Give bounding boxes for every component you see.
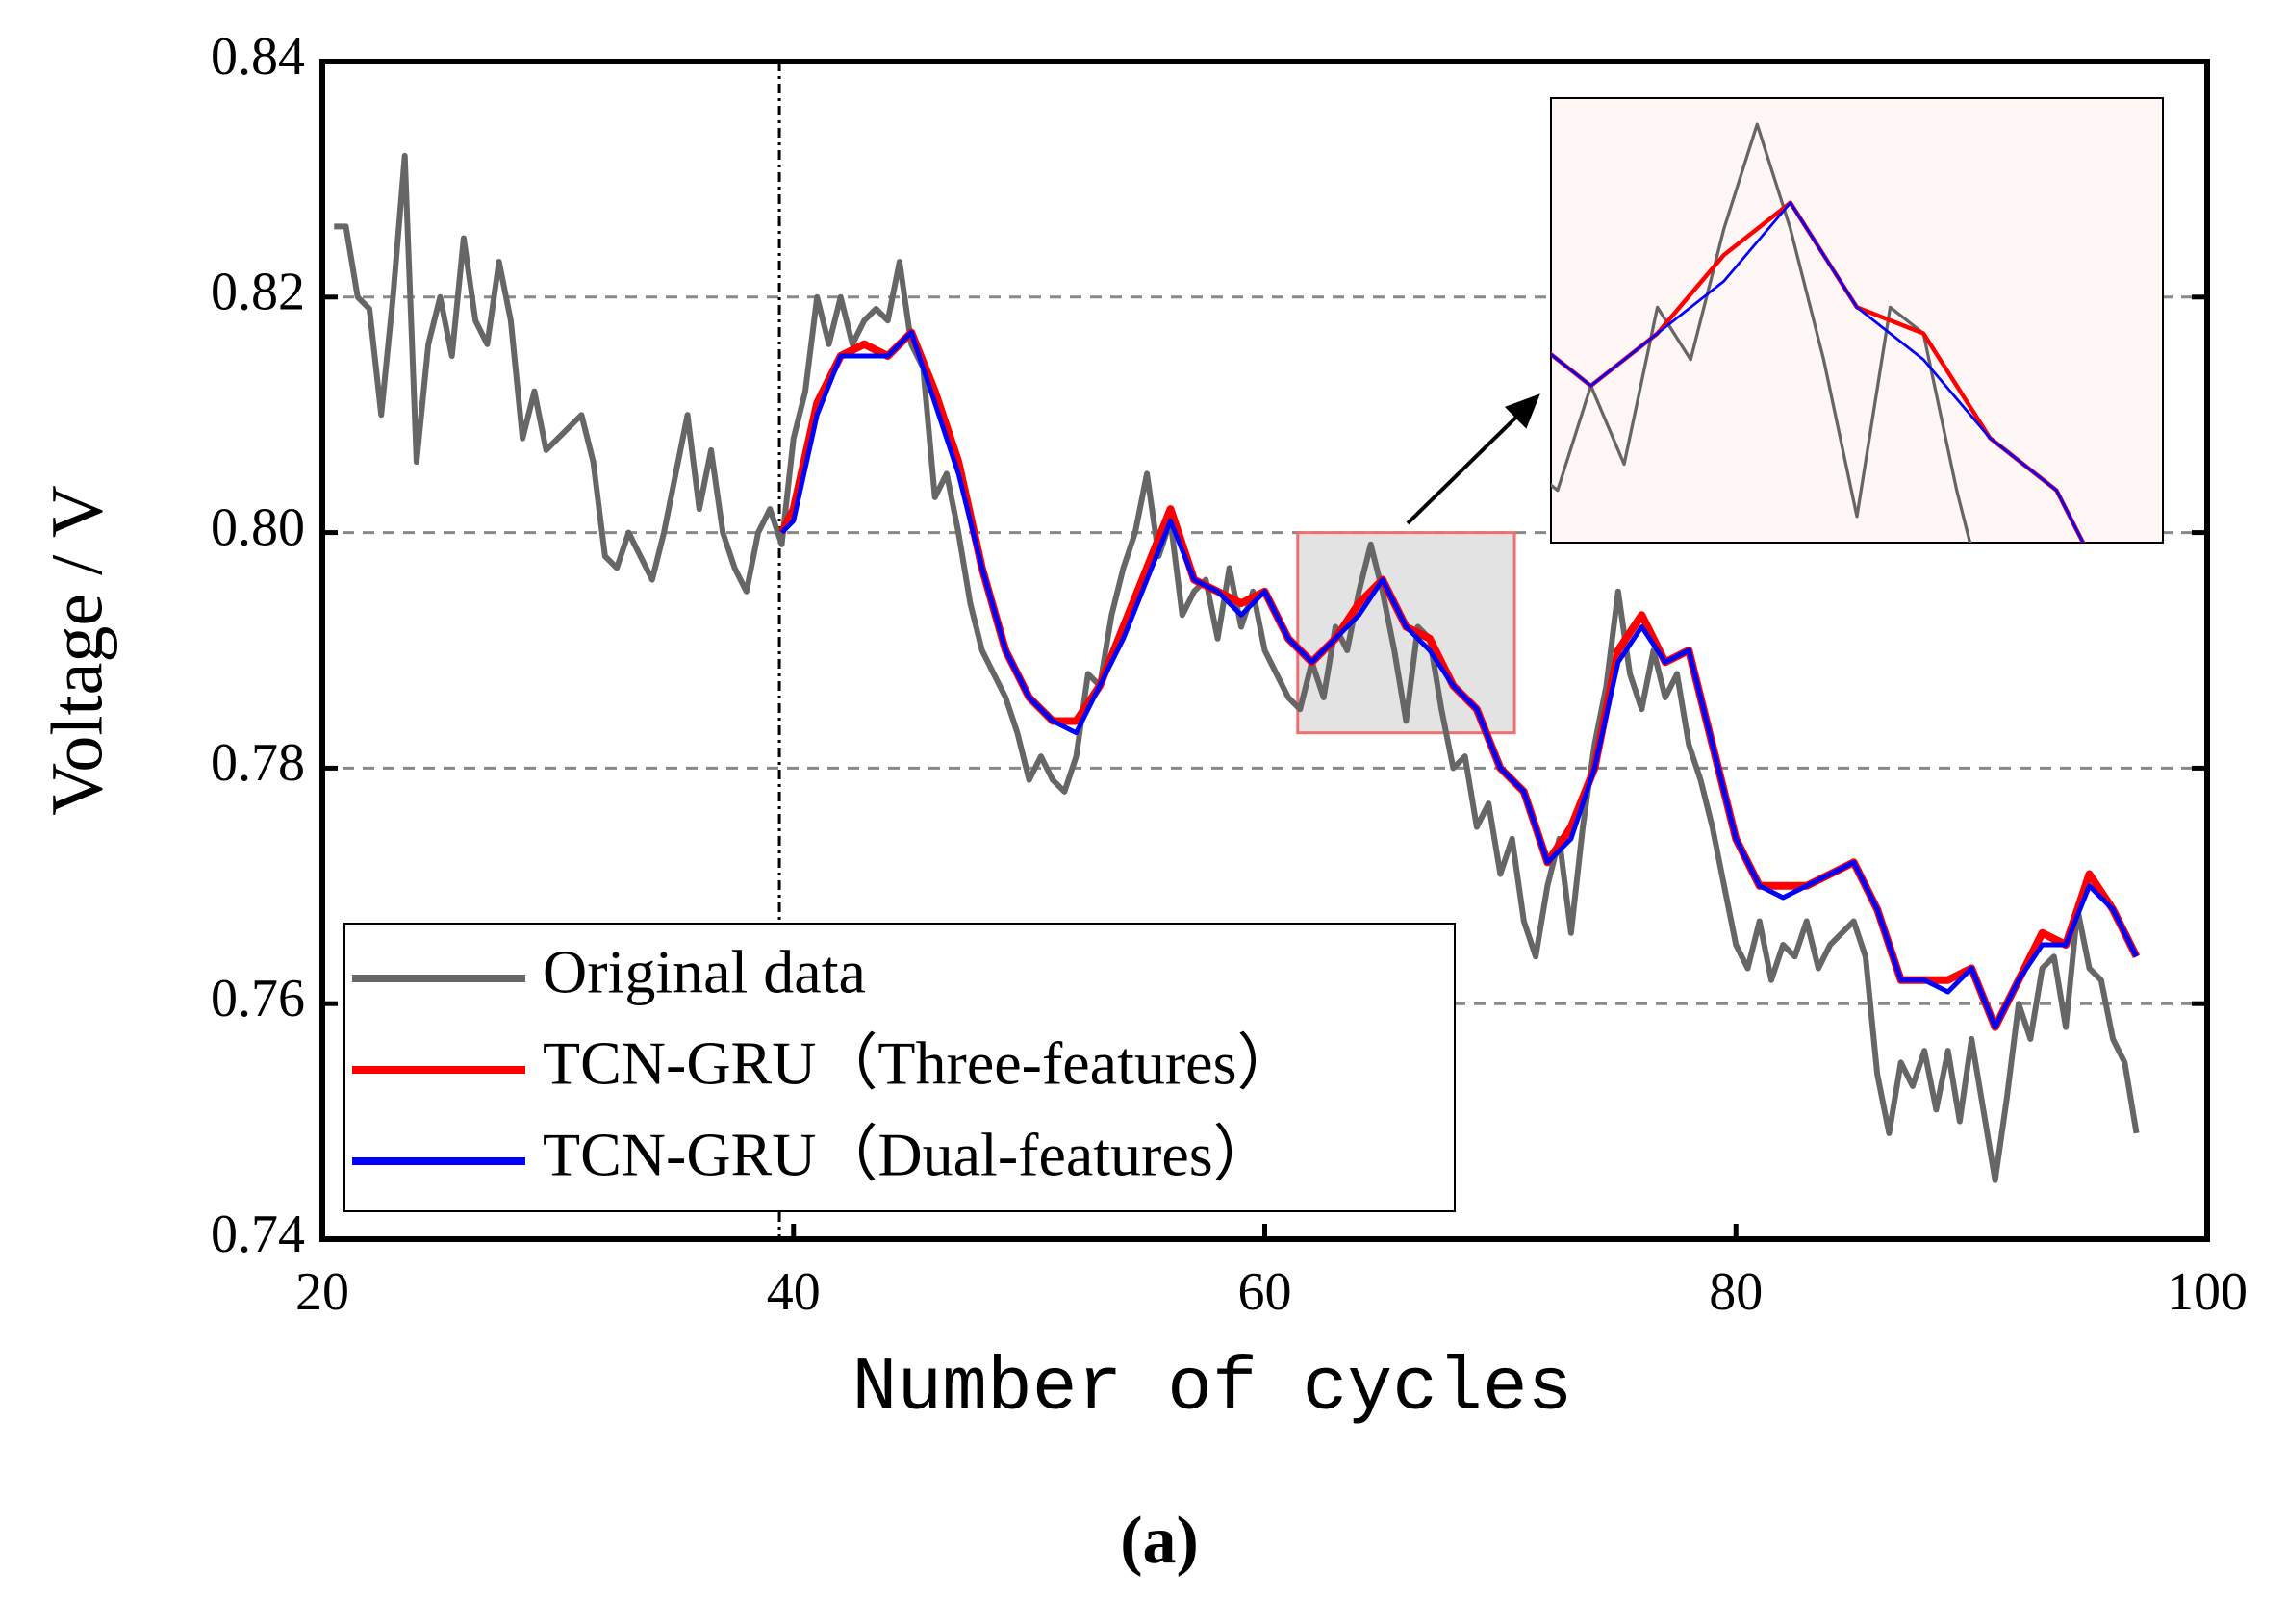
legend-label: TCN-GRU（Dual-features） [543,1121,1275,1189]
y-tick-label: 0.82 [211,263,305,322]
y-tick-label: 0.78 [211,733,305,793]
y-tick-label: 0.80 [211,497,305,557]
y-tick-label: 0.76 [211,969,305,1028]
x-axis-label: Number of cycles [852,1347,1573,1432]
caption: (a) [1120,1504,1199,1578]
legend: Original data TCN-GRU（Three-features） TCN-… [343,923,1456,1212]
legend-label: TCN-GRU（Three-features） [543,1029,1299,1098]
zoom-arrow [1406,393,1540,525]
y-tick-label: 0.74 [211,1205,305,1264]
legend-label: Original data [543,938,866,1006]
y-tick-label: 0.84 [211,27,305,87]
x-tick-label: 40 [767,1262,821,1322]
ticks: 0.74 0.76 0.78 0.80 0.82 0.84 20 40 60 80 100 [211,27,2248,1322]
series-line [1551,201,2085,543]
x-tick-label: 60 [1238,1262,1292,1322]
inset-plot [1551,122,2086,543]
x-tick-label: 20 [295,1262,349,1322]
legend-box [343,923,1456,1212]
inset-frame [1550,97,2164,544]
x-tick-label: 100 [2167,1262,2248,1322]
y-axis-label: Voltage / V [37,485,117,816]
series-line [779,330,2139,1030]
x-tick-label: 80 [1709,1262,1763,1322]
